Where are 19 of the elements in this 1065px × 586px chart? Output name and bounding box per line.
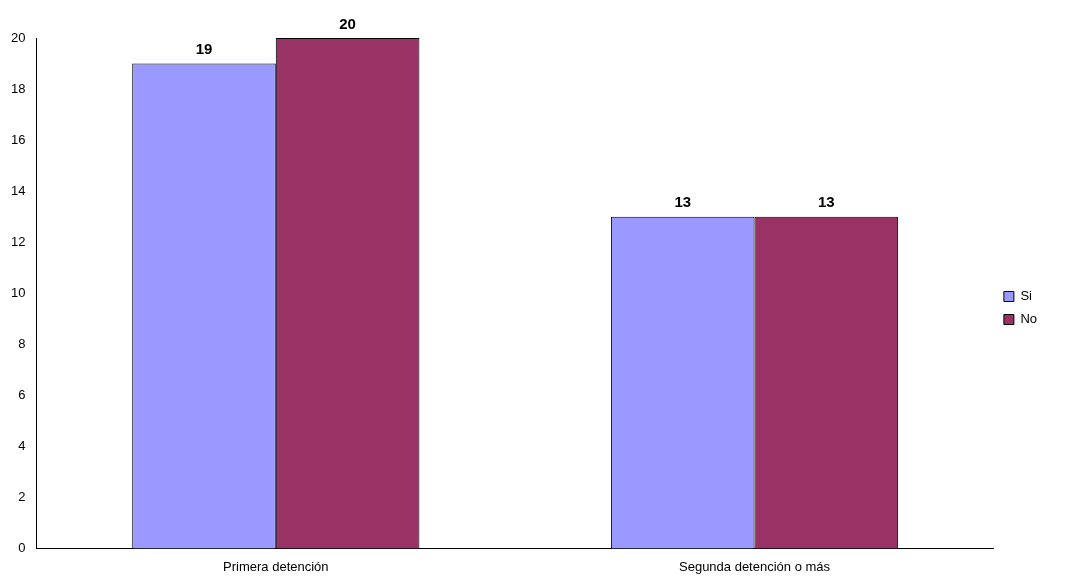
y-tick-label: 10 [10, 284, 26, 300]
y-tick-label: 14 [10, 182, 26, 198]
x-tick-label: Segunda detención o más [679, 558, 831, 574]
data-label: 20 [339, 14, 356, 32]
y-tick-label: 2 [18, 488, 26, 504]
y-tick-label: 4 [18, 437, 26, 453]
y-tick-label: 18 [10, 80, 26, 96]
legend-label: No [1020, 311, 1038, 327]
data-label: 13 [674, 193, 692, 211]
x-tick-label: Primera detención [223, 558, 329, 574]
y-tick-label: 6 [18, 386, 26, 402]
data-label: 13 [817, 193, 835, 211]
y-tick-label: 20 [10, 29, 26, 45]
legend-label: Si [1020, 288, 1033, 304]
y-tick-label: 8 [18, 335, 26, 351]
data-label: 19 [195, 40, 213, 58]
y-tick-label: 16 [10, 131, 26, 147]
y-tick-label: 0 [18, 539, 26, 555]
y-tick-label: 12 [10, 233, 26, 249]
